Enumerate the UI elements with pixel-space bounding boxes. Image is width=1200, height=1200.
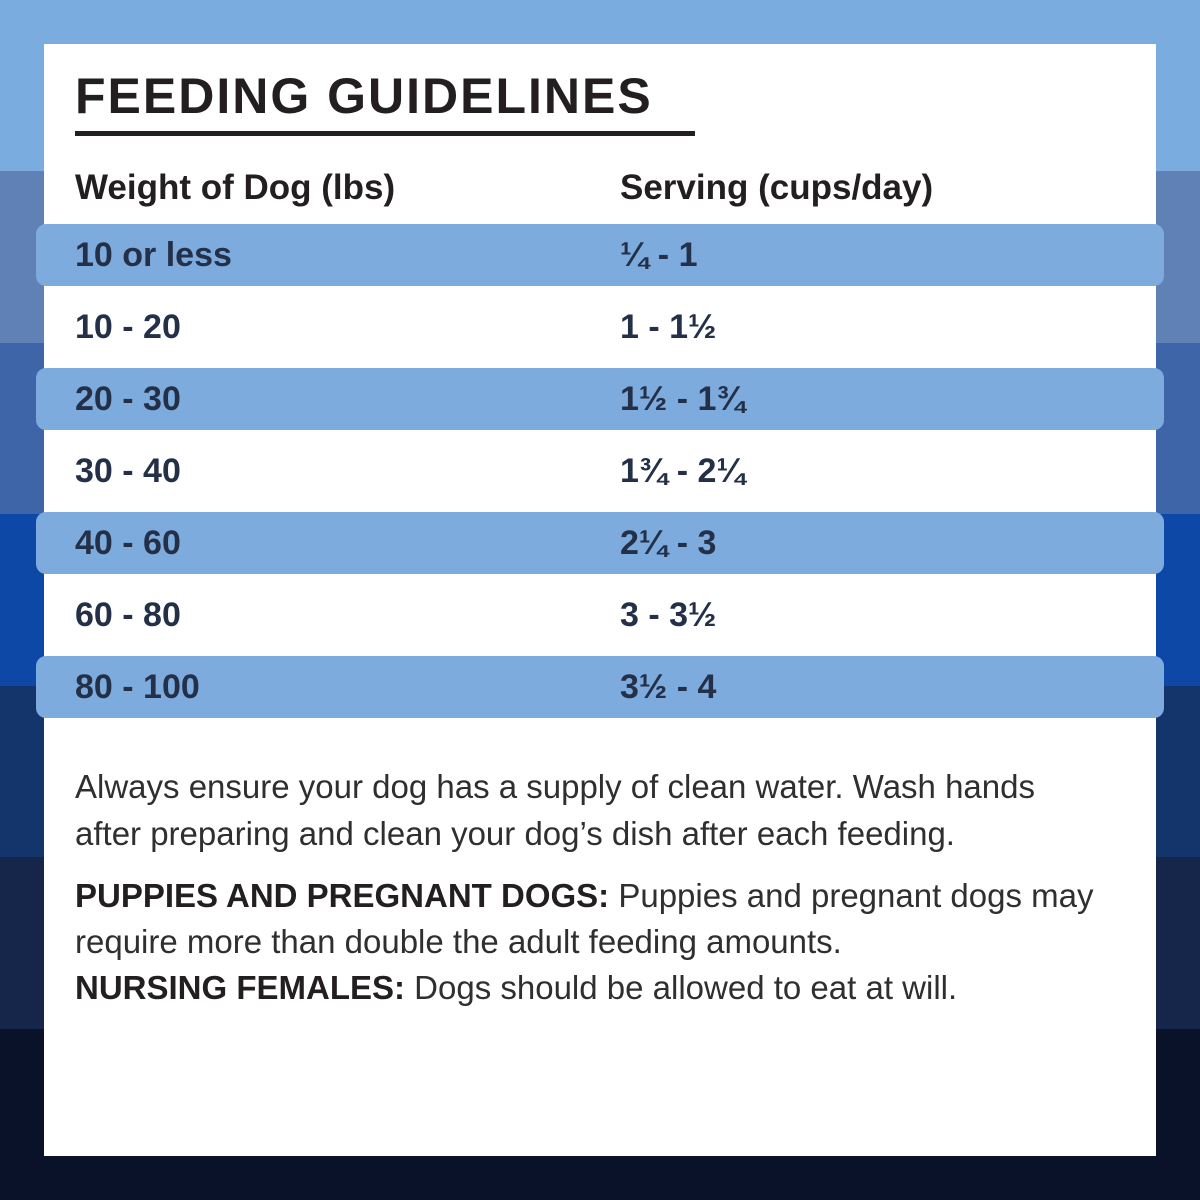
table-header-row: Weight of Dog (lbs) Serving (cups/day) xyxy=(44,168,1156,208)
feeding-guidelines-card: FEEDING GUIDELINES Weight of Dog (lbs) S… xyxy=(36,44,1164,1156)
table-row: 40 - 60 2¼ - 3 xyxy=(36,512,1164,574)
special-note-line: require more than double the adult feedi… xyxy=(75,919,1156,965)
serving-cell: 1¾ - 2¼ xyxy=(620,451,745,490)
feeding-table: 10 or less ¼ - 1 10 - 20 1 - 1½ 20 - 30 … xyxy=(36,224,1164,718)
table-row: 20 - 30 1½ - 1¾ xyxy=(36,368,1164,430)
special-note-line: NURSING FEMALES: Dogs should be allowed … xyxy=(75,965,1156,1011)
serving-cell: 1½ - 1¾ xyxy=(620,379,745,418)
special-note-label: PUPPIES AND PREGNANT DOGS: xyxy=(75,877,610,914)
column-header-serving: Serving (cups/day) xyxy=(620,168,934,207)
table-row: 80 - 100 3½ - 4 xyxy=(36,656,1164,718)
serving-cell: ¼ - 1 xyxy=(620,235,698,274)
weight-cell: 20 - 30 xyxy=(75,379,181,418)
table-row: 10 - 20 1 - 1½ xyxy=(36,296,1164,358)
table-row: 60 - 80 3 - 3½ xyxy=(36,584,1164,646)
weight-cell: 10 - 20 xyxy=(75,307,181,346)
serving-cell: 3½ - 4 xyxy=(620,667,717,706)
table-row: 30 - 40 1¾ - 2¼ xyxy=(36,440,1164,502)
special-note-line: PUPPIES AND PREGNANT DOGS: Puppies and p… xyxy=(75,873,1156,919)
weight-cell: 30 - 40 xyxy=(75,451,181,490)
serving-cell: 3 - 3½ xyxy=(620,595,717,634)
special-note-label: NURSING FEMALES: xyxy=(75,969,405,1006)
weight-cell: 10 or less xyxy=(75,235,232,274)
water-note: Always ensure your dog has a supply of c… xyxy=(75,763,1156,857)
weight-cell: 40 - 60 xyxy=(75,523,181,562)
serving-cell: 2¼ - 3 xyxy=(620,523,717,562)
weight-cell: 80 - 100 xyxy=(75,667,200,706)
special-note-text: Dogs should be allowed to eat at will. xyxy=(405,969,958,1006)
table-row: 10 or less ¼ - 1 xyxy=(36,224,1164,286)
serving-cell: 1 - 1½ xyxy=(620,307,717,346)
special-notes: PUPPIES AND PREGNANT DOGS: Puppies and p… xyxy=(75,873,1156,1011)
title-underline xyxy=(75,131,695,136)
page-title: FEEDING GUIDELINES xyxy=(75,68,653,124)
special-note-text: Puppies and pregnant dogs may xyxy=(609,877,1094,914)
special-note-text: require more than double the adult feedi… xyxy=(75,923,842,960)
weight-cell: 60 - 80 xyxy=(75,595,181,634)
water-note-line: Always ensure your dog has a supply of c… xyxy=(75,768,1035,805)
column-header-weight: Weight of Dog (lbs) xyxy=(75,168,396,207)
water-note-line: after preparing and clean your dog’s dis… xyxy=(75,815,955,852)
